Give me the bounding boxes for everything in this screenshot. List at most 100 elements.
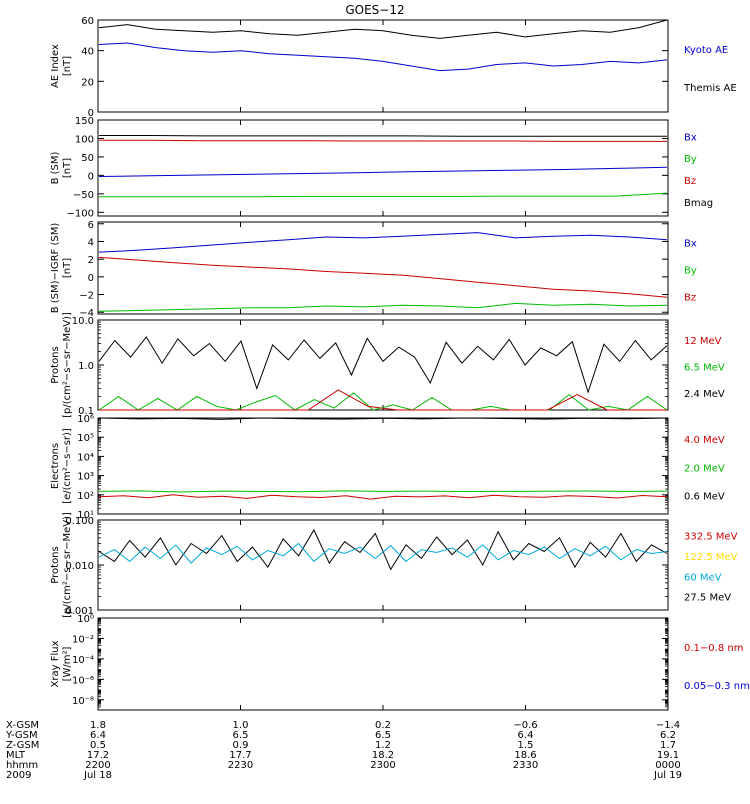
panel-frame (97, 519, 669, 611)
series-line-12-mev (99, 389, 667, 411)
panel-2: −100 −50 0 50 100 150 B (SM) [nT] Bx By Bz Bmag (50, 116, 713, 219)
legend-entry: 332.5 MeV (684, 531, 738, 542)
y-tick-label: 0 (88, 171, 94, 182)
footer-value: 6.2 (660, 730, 676, 741)
y-tick-label: 60 (81, 16, 94, 27)
y-tick-label: 2 (88, 255, 94, 266)
legend-entry: Themis AE (683, 83, 737, 94)
y-axis-unit: [p/(cm²−s−sr−MeV)] (62, 512, 73, 618)
footer-value: 17.7 (229, 750, 251, 761)
y-tick-label: 1.0 (78, 361, 94, 372)
legend-entry: Bz (684, 292, 696, 303)
series-line-bmag (99, 135, 667, 137)
y-tick-label: 10.0 (72, 316, 94, 327)
y-tick-label: 10⁵ (77, 433, 94, 444)
y-tick-label: 0.1 (78, 406, 94, 417)
y-axis-unit: [W/m²] (62, 646, 73, 681)
legend-entry: 6.5 MeV (684, 362, 725, 373)
series-line-bz (99, 139, 667, 142)
series-line-2-0-mev (98, 490, 668, 493)
y-axis-unit: [nT] (62, 158, 73, 178)
y-tick-label: −50 (73, 190, 94, 201)
y-tick-label: 10² (77, 491, 94, 502)
footer-value: 2300 (370, 760, 395, 771)
legend-entry: 27.5 MeV (684, 593, 731, 604)
y-axis-label: Protons (50, 346, 61, 383)
y-tick-label: 100 (75, 134, 94, 145)
footer-row-label: MLT (6, 750, 26, 761)
footer-row-label: Z-GSM (6, 740, 39, 751)
y-tick-label: 10⁻² (72, 634, 94, 645)
y-tick-label: 0 (88, 108, 94, 119)
legend-entry: Bz (684, 176, 696, 187)
series-line-27-5-mev (98, 528, 668, 571)
footer-value: −1.4 (656, 720, 680, 731)
y-tick-label: 0.100 (65, 516, 94, 527)
series-line-0-6-mev (98, 417, 668, 420)
panel-1: 0 20 40 60 AE Index [nT] Kyoto AE Themis AE (50, 16, 737, 119)
series-line-bz (98, 256, 668, 298)
y-tick-label: 10⁻⁶ (72, 675, 94, 686)
y-tick-label: −100 (67, 208, 94, 219)
y-tick-label: 10⁻⁸ (72, 696, 94, 707)
footer-value: 17.2 (87, 750, 109, 761)
legend-entry: By (684, 154, 697, 165)
footer-value: 0.9 (233, 740, 249, 751)
series-line-kyoto-ae (98, 42, 668, 72)
panel-4: 0.1 1.0 10.0 Protons [p/(cm²−s−sr−MeV)] 12 Me… (50, 312, 725, 418)
y-tick-label: 6 (88, 220, 94, 231)
panel-7: 10⁻⁸ 10⁻⁶ 10⁻⁴ 10⁻² 10⁰ Xray Flux [W/m²] 0.1−0.… (50, 614, 750, 711)
y-tick-label: 40 (81, 47, 94, 58)
footer-value: 6.5 (375, 730, 391, 741)
footer-value: 18.2 (372, 750, 394, 761)
series-line-60-mev (98, 542, 668, 564)
y-tick-label: 150 (75, 116, 94, 127)
legend-entry: 60 MeV (684, 572, 722, 583)
y-tick-label: 10⁻⁴ (72, 655, 94, 666)
panel-frame (97, 319, 669, 411)
footer-value: 2330 (513, 760, 538, 771)
series-line-6-5-mev (98, 392, 668, 411)
footer-row-label: hhmm (6, 760, 38, 771)
legend-entry: 0.6 MeV (684, 492, 725, 503)
legend-entry: Bx (684, 132, 697, 143)
y-axis-unit: [nT] (62, 56, 73, 76)
footer-value: 6.5 (233, 730, 249, 741)
series-line-themis-ae (98, 19, 668, 39)
legend-entry: 2.4 MeV (684, 389, 725, 400)
footer-row-label: X-GSM (6, 720, 39, 731)
footer-row-label: Y-GSM (5, 730, 38, 741)
panel-frame (97, 617, 669, 711)
legend-entry: 122.5 MeV (684, 552, 738, 563)
legend-entry: Bx (684, 238, 697, 249)
y-tick-label: 10³ (77, 472, 94, 483)
y-axis-label: Electrons (50, 443, 61, 489)
y-tick-label: −2 (79, 291, 94, 302)
footer-value: −0.6 (513, 720, 537, 731)
plot-title: GOES−12 (345, 3, 404, 17)
y-axis-unit: [p/(cm²−s−sr−MeV)] (62, 312, 73, 418)
footer-value: Jul 18 (83, 770, 112, 781)
panel-frame (97, 19, 669, 113)
footer-value: 6.4 (518, 730, 534, 741)
footer-value: 1.7 (660, 740, 676, 751)
series-line-bx (98, 232, 668, 253)
panel-frame (97, 417, 669, 515)
y-tick-label: −4 (79, 308, 94, 319)
footer-value: 0000 (655, 760, 680, 771)
y-tick-label: 20 (81, 77, 94, 88)
panel-5: 10¹ 10² 10³ 10⁴ 10⁵ 10⁶ Electrons [e/(cm²−s−sr)… (50, 414, 725, 521)
y-tick-label: 0 (88, 273, 94, 284)
footer-value: 0.2 (375, 720, 391, 731)
footer-value: 2230 (228, 760, 253, 771)
legend-entry: By (684, 265, 697, 276)
footer-value: 0.5 (90, 740, 106, 751)
legend-entry: 12 MeV (684, 336, 722, 347)
series-line-by (98, 302, 668, 312)
footer-value: Jul 19 (653, 770, 682, 781)
footer-value: 6.4 (90, 730, 106, 741)
y-axis-label: B (SM)−IGRF (SM) (50, 223, 61, 314)
series-line-bx (98, 166, 668, 177)
